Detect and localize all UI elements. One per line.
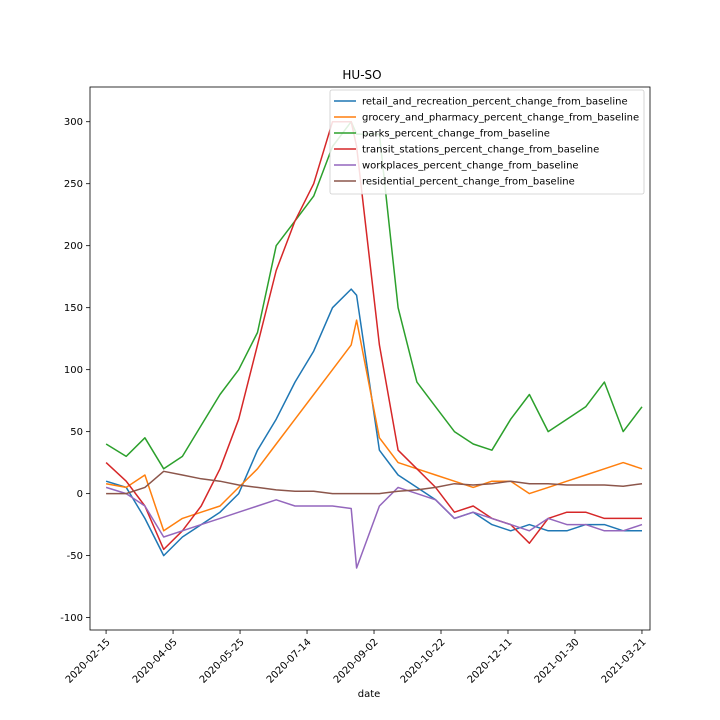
series-line-4 — [105, 120, 642, 551]
series-line-5 — [105, 486, 643, 569]
y-tick-label: -100 — [60, 613, 83, 624]
y-tick-label: 300 — [64, 117, 83, 128]
legend-box — [329, 89, 645, 195]
legend-label-2: grocery_and_pharmacy_percent_change_from… — [362, 113, 639, 124]
series-line-2 — [105, 319, 643, 532]
y-axis: -100 -50 0 50 100 150 200 250 300 — [60, 117, 90, 624]
legend-label-6: residential_percent_change_from_baseline — [362, 177, 575, 188]
y-tick-label: 0 — [77, 489, 83, 500]
plot-frame — [89, 86, 651, 631]
y-tick-label: 150 — [64, 303, 83, 314]
chart-title: HU-SO — [342, 68, 381, 82]
legend: retail_and_recreation_percent_change_fro… — [329, 89, 645, 195]
series-line-1 — [105, 288, 642, 557]
y-tick-label: 50 — [70, 427, 83, 438]
x-axis-label: date — [358, 689, 381, 700]
legend-label-1: retail_and_recreation_percent_change_fro… — [362, 97, 628, 108]
legend-label-4: transit_stations_percent_change_from_bas… — [362, 145, 599, 156]
y-tick-label: 200 — [64, 241, 83, 252]
legend-label-3: parks_percent_change_from_baseline — [362, 129, 550, 140]
y-tick-label: 250 — [64, 179, 83, 190]
series-line-6 — [106, 470, 643, 495]
legend-label-5: workplaces_percent_change_from_baseline — [362, 161, 579, 172]
y-tick-label: -50 — [67, 551, 83, 562]
y-tick-label: 100 — [64, 365, 83, 376]
